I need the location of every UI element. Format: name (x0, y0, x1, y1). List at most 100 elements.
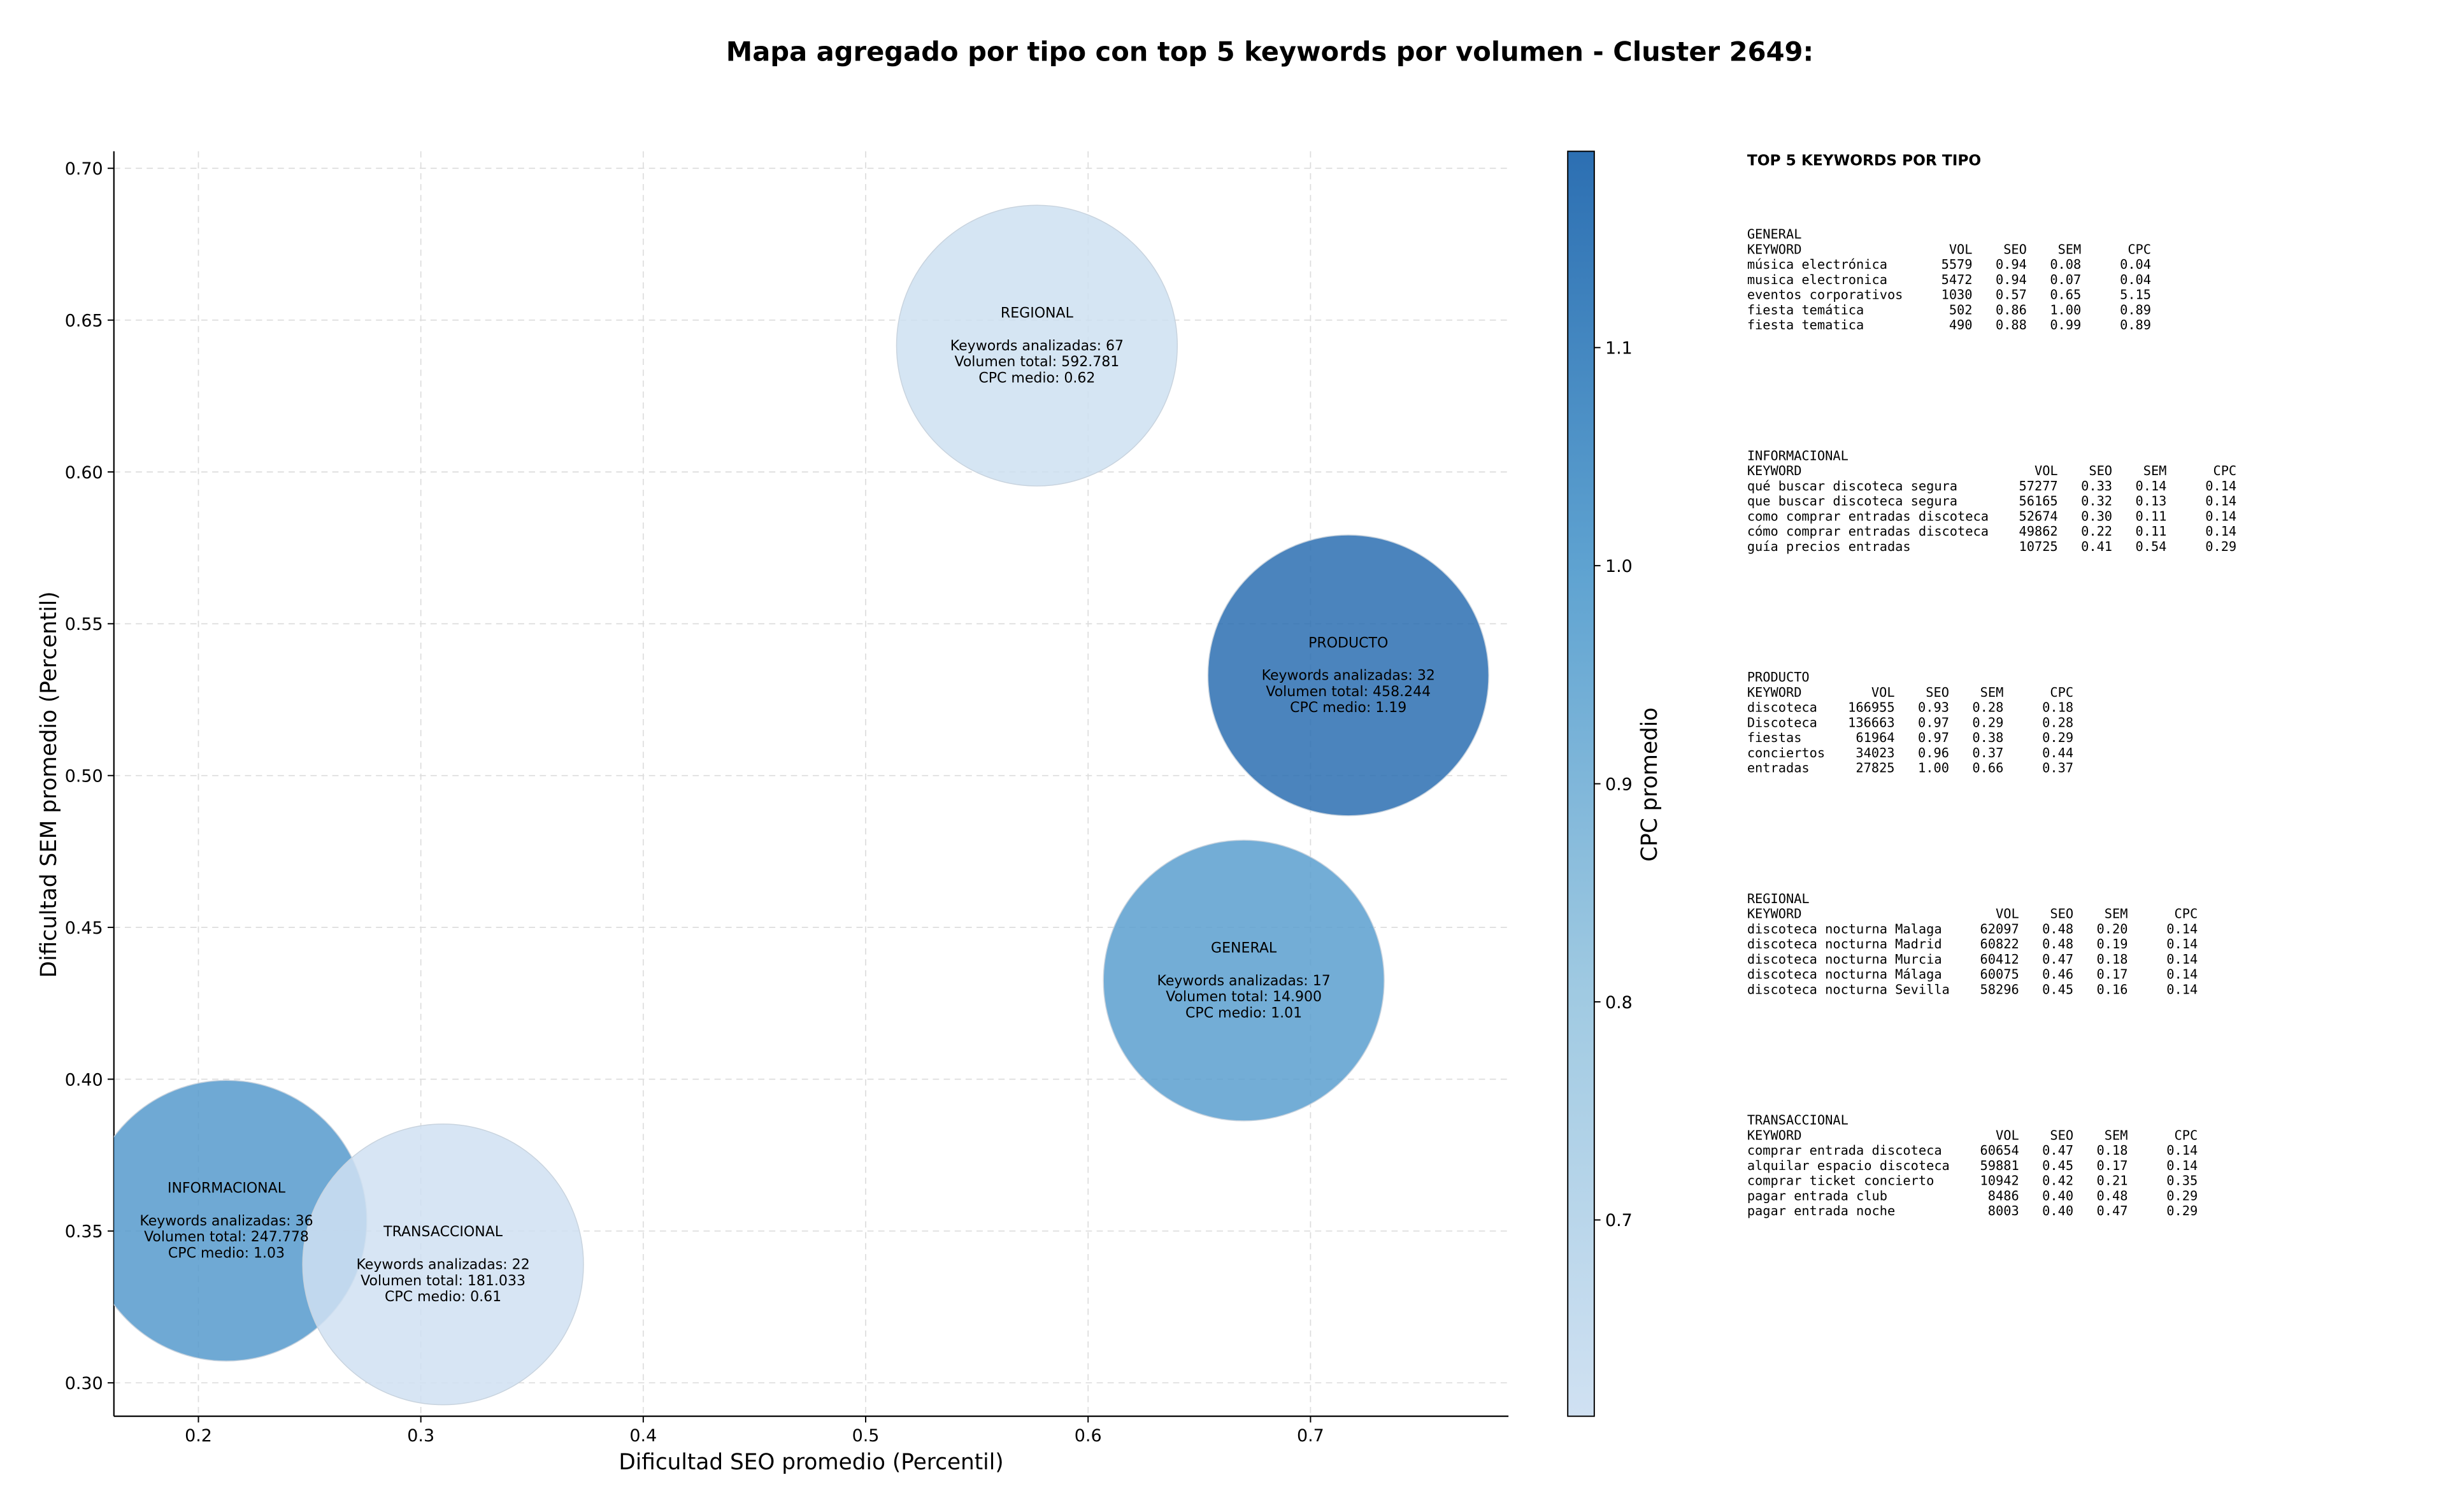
table-cell: eventos corporativos (1747, 287, 1903, 303)
table-cell: 0.14 (2166, 936, 2198, 952)
table-cell: 0.11 (2135, 508, 2166, 524)
table-cell: 0.57 (1996, 287, 2027, 303)
table-cell: 0.99 (2050, 317, 2081, 332)
table-cell: 0.96 (1918, 745, 1949, 760)
bubble-annotation: Volumen total: 181.033 (361, 1273, 526, 1289)
bubble-label: TRANSACCIONAL (383, 1224, 503, 1240)
table-cell: 10725 (2019, 539, 2058, 554)
table-cell: 0.18 (2097, 952, 2128, 967)
table-cell: 0.65 (2050, 287, 2081, 303)
table-header: KEYWORD (1747, 1127, 1802, 1143)
table-cell: 0.14 (2166, 981, 2198, 997)
colorbar-tick-label: 1.0 (1605, 557, 1633, 576)
table-cell: 0.48 (2042, 921, 2073, 936)
table-cell: 0.94 (1996, 257, 2027, 272)
bubble-label: INFORMACIONAL (168, 1181, 286, 1197)
table-header: VOL (1949, 241, 1973, 257)
table-cell: 0.29 (2166, 1203, 2198, 1218)
x-tick-label: 0.4 (629, 1426, 657, 1446)
table-cell: Discoteca (1747, 715, 1817, 730)
colorbar-tick-label: 0.8 (1605, 993, 1633, 1013)
table-cell: 61964 (1856, 730, 1894, 745)
table-header: SEM (2143, 463, 2167, 478)
table-cell: 0.32 (2081, 494, 2112, 509)
x-tick-label: 0.7 (1297, 1426, 1324, 1446)
bubble-annotation: CPC medio: 0.62 (978, 370, 1095, 386)
table-cell: 0.14 (2166, 967, 2198, 982)
bubble-annotation: Keywords analizadas: 67 (950, 338, 1124, 354)
table-cell: 0.42 (2042, 1173, 2073, 1188)
table-cell: discoteca nocturna Murcia (1747, 952, 1942, 967)
table-cell: 49862 (2019, 524, 2058, 539)
table-cell: 58296 (1980, 981, 2019, 997)
table-header: SEM (1980, 685, 2004, 700)
table-cell: 34023 (1856, 745, 1894, 760)
table-cell: comprar ticket concierto (1747, 1173, 1935, 1188)
table-section-title: GENERAL (1747, 227, 1802, 242)
y-tick-label: 0.35 (65, 1222, 103, 1242)
table-cell: 0.46 (2042, 967, 2073, 982)
table-header: CPC (2213, 463, 2236, 478)
bubble-annotation: CPC medio: 0.61 (385, 1289, 501, 1305)
table-cell: comprar entrada discoteca (1747, 1143, 1942, 1158)
table-cell: 0.28 (1972, 700, 2003, 715)
table-cell: 0.88 (1996, 317, 2027, 332)
y-tick-label: 0.30 (65, 1374, 103, 1394)
table-cell: 0.38 (1972, 730, 2003, 745)
table-cell: fiestas (1747, 730, 1802, 745)
table-cell: pagar entrada noche (1747, 1203, 1895, 1218)
bubble-label: PRODUCTO (1308, 635, 1388, 651)
table-cell: 0.54 (2135, 539, 2166, 554)
table-cell: 0.40 (2042, 1188, 2073, 1203)
table-cell: fiesta tematica (1747, 317, 1864, 332)
table-cell: 0.14 (2166, 952, 2198, 967)
table-cell: 0.17 (2097, 967, 2128, 982)
table-cell: 0.45 (2042, 1158, 2073, 1173)
y-tick-label: 0.45 (65, 918, 103, 938)
table-header: SEO (1926, 685, 1949, 700)
table-header: KEYWORD (1747, 685, 1802, 700)
table-cell: 52674 (2019, 508, 2058, 524)
table-cell: 0.47 (2042, 1143, 2073, 1158)
table-header: CPC (2175, 1127, 2198, 1143)
table-cell: 0.29 (2042, 730, 2073, 745)
table-section-title: PRODUCTO (1747, 669, 1810, 685)
table-cell: 0.97 (1918, 715, 1949, 730)
table-cell: 0.14 (2166, 1158, 2198, 1173)
table-cell: música electrónica (1747, 257, 1887, 272)
table-cell: 0.22 (2081, 524, 2112, 539)
table-cell: 0.17 (2097, 1158, 2128, 1173)
table-cell: 0.20 (2097, 921, 2128, 936)
table-cell: 0.30 (2081, 508, 2112, 524)
table-cell: discoteca nocturna Málaga (1747, 967, 1942, 982)
table-cell: 0.19 (2097, 936, 2128, 952)
table-cell: 0.40 (2042, 1203, 2073, 1218)
table-cell: 0.16 (2097, 981, 2128, 997)
x-tick-label: 0.2 (185, 1426, 212, 1446)
table-cell: guía precios entradas (1747, 539, 1911, 554)
table-cell: 5579 (1942, 257, 1973, 272)
table-cell: 0.14 (2205, 478, 2236, 494)
chart-title: Mapa agregado por tipo con top 5 keyword… (726, 36, 1813, 68)
table-cell: musica electronica (1747, 272, 1887, 287)
table-cell: 0.47 (2042, 952, 2073, 967)
table-cell: 62097 (1980, 921, 2019, 936)
bubble-annotation: Volumen total: 14.900 (1166, 989, 1322, 1005)
tables-heading: TOP 5 KEYWORDS POR TIPO (1747, 152, 1981, 169)
bubble-annotation: Keywords analizadas: 36 (139, 1213, 313, 1229)
table-cell: 166955 (1848, 700, 1894, 715)
table-cell: fiesta temática (1747, 302, 1864, 317)
table-header: VOL (1996, 1127, 2019, 1143)
table-cell: 0.29 (1972, 715, 2003, 730)
table-cell: 0.97 (1918, 730, 1949, 745)
table-cell: 0.04 (2120, 257, 2151, 272)
table-cell: entradas (1747, 760, 1810, 776)
table-cell: 0.48 (2042, 936, 2073, 952)
table-cell: 0.94 (1996, 272, 2027, 287)
colorbar-label: CPC promedio (1637, 708, 1663, 862)
table-cell: 0.33 (2081, 478, 2112, 494)
y-tick-label: 0.55 (65, 615, 103, 634)
table-section-title: INFORMACIONAL (1747, 448, 1849, 463)
table-cell: 56165 (2019, 494, 2058, 509)
